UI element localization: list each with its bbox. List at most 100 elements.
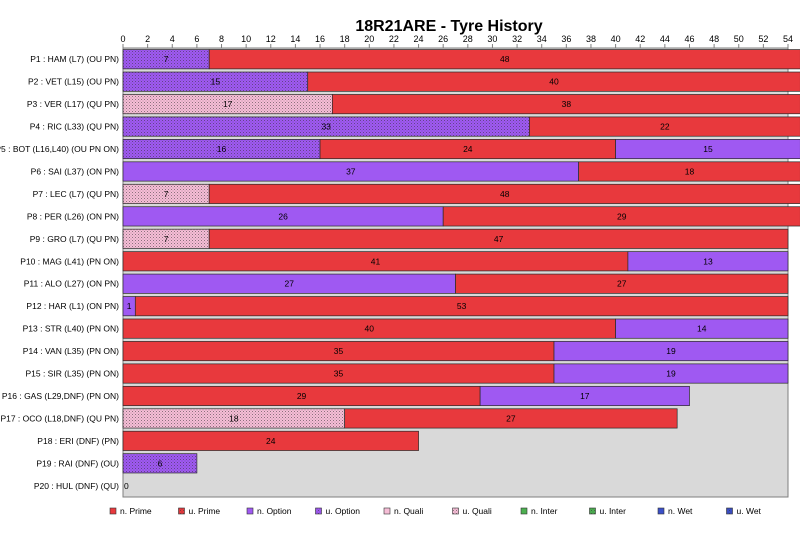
row-label: P6 : SAI (L37) (ON PN) xyxy=(31,166,119,176)
bar-segment-texture xyxy=(123,408,345,429)
data-label: 14 xyxy=(697,324,707,334)
data-label: 27 xyxy=(617,279,627,289)
x-tick-label: 40 xyxy=(611,34,621,44)
row-label: P16 : GAS (L29,DNF) (PN ON) xyxy=(2,391,119,401)
bar-segment-texture xyxy=(123,94,333,114)
data-label: 27 xyxy=(506,413,516,423)
row-label: P10 : MAG (L41) (PN ON) xyxy=(20,256,119,266)
x-tick-label: 32 xyxy=(512,34,522,44)
data-label: 40 xyxy=(549,77,559,87)
legend-label: n. Quali xyxy=(394,506,423,516)
legend-swatch xyxy=(383,507,391,515)
data-label: 22 xyxy=(660,122,670,132)
x-tick-label: 18 xyxy=(340,34,350,44)
data-label: 7 xyxy=(164,234,169,244)
data-label: 19 xyxy=(666,369,676,379)
bar-segment xyxy=(553,341,789,362)
chart-title: 18R21ARE - Tyre History xyxy=(355,18,542,35)
x-tick-label: 34 xyxy=(537,34,547,44)
data-label: 7 xyxy=(164,54,169,64)
legend: n. Prime u. Prime n. Option u. Option n. Qua… xyxy=(109,506,762,516)
data-label: 18 xyxy=(685,166,695,176)
row-label: P7 : LEC (L7) (QU PN) xyxy=(33,189,120,199)
bar-segment xyxy=(479,385,690,406)
legend-label: n. Prime xyxy=(120,506,152,516)
row-label: P14 : VAN (L35) (PN ON) xyxy=(23,346,119,356)
x-tick-label: 22 xyxy=(389,34,399,44)
bar-segment-texture xyxy=(123,139,321,159)
bar-segment xyxy=(332,94,800,115)
x-tick-label: 30 xyxy=(487,34,497,44)
legend-swatch-texture xyxy=(315,508,322,514)
legend-label: n. Option xyxy=(257,506,292,516)
x-tick-label: 42 xyxy=(635,34,645,44)
x-tick-label: 0 xyxy=(120,34,125,44)
data-label: 13 xyxy=(703,256,713,266)
data-label: 35 xyxy=(334,346,344,356)
legend-label: n. Wet xyxy=(668,506,693,516)
x-tick-label: 54 xyxy=(783,34,793,44)
legend-label: n. Inter xyxy=(531,506,558,516)
data-label: 53 xyxy=(457,301,467,311)
data-label: 38 xyxy=(562,99,572,109)
bar-segment-texture xyxy=(123,229,210,249)
row-label: P15 : SIR (L35) (PN ON) xyxy=(25,369,119,379)
data-label: 15 xyxy=(211,77,221,87)
data-label: 48 xyxy=(500,189,510,199)
plot-background xyxy=(122,47,789,498)
data-label: 18 xyxy=(229,413,239,423)
data-label: 33 xyxy=(321,122,331,132)
x-tick-label: 8 xyxy=(219,34,224,44)
bar-segment xyxy=(529,116,800,137)
legend-swatch xyxy=(657,507,665,515)
row-label: P8 : PER (L26) (ON PN) xyxy=(27,211,119,221)
x-tick-label: 6 xyxy=(194,34,199,44)
legend-label: u. Inter xyxy=(600,506,627,516)
legend-label: u. Prime xyxy=(189,506,221,516)
x-tick-label: 26 xyxy=(438,34,448,44)
legend-swatch-texture xyxy=(452,508,459,514)
legend-label: u. Wet xyxy=(737,506,762,516)
data-label: 26 xyxy=(278,211,288,221)
row-label: P12 : HAR (L1) (ON PN) xyxy=(26,301,119,311)
x-tick-label: 14 xyxy=(290,34,300,44)
bar-segment-texture xyxy=(123,49,210,69)
data-label: 41 xyxy=(371,256,381,266)
bar-segment xyxy=(208,49,800,70)
row-label: P20 : HUL (DNF) (QU) xyxy=(34,481,119,491)
data-label: 0 xyxy=(124,481,129,491)
data-label: 40 xyxy=(365,324,375,334)
row-label: P4 : RIC (L33) (QU PN) xyxy=(30,122,119,132)
x-tick-label: 16 xyxy=(315,34,325,44)
bar-segment xyxy=(627,251,789,272)
bar-segment xyxy=(442,206,800,227)
legend-swatch-texture xyxy=(178,508,185,514)
row-label: P9 : GRO (L7) (QU PN) xyxy=(30,234,119,244)
data-label: 24 xyxy=(463,144,473,154)
data-label: 1 xyxy=(127,301,132,311)
bar-segment xyxy=(208,228,789,249)
x-tick-label: 20 xyxy=(364,34,374,44)
x-tick-label: 44 xyxy=(660,34,670,44)
bar-segment xyxy=(455,273,789,294)
bar-segment xyxy=(134,296,789,317)
data-label: 27 xyxy=(285,279,295,289)
data-label: 7 xyxy=(164,189,169,199)
x-tick-label: 24 xyxy=(414,34,424,44)
x-tick-label: 12 xyxy=(266,34,276,44)
row-label: P19 : RAI (DNF) (OU) xyxy=(36,458,119,468)
legend-swatch-texture xyxy=(589,508,596,514)
bar-segment xyxy=(553,363,789,384)
x-tick-label: 28 xyxy=(463,34,473,44)
row-label: P18 : ERI (DNF) (PN) xyxy=(37,436,119,446)
data-label: 16 xyxy=(217,144,227,154)
bar-segment xyxy=(615,139,800,160)
data-label: 15 xyxy=(703,144,713,154)
bar-segment xyxy=(615,318,789,339)
legend-label: u. Option xyxy=(326,506,361,516)
x-tick-label: 48 xyxy=(709,34,719,44)
data-label: 17 xyxy=(580,391,590,401)
row-label: P5 : BOT (L16,L40) (OU PN ON) xyxy=(0,144,119,154)
